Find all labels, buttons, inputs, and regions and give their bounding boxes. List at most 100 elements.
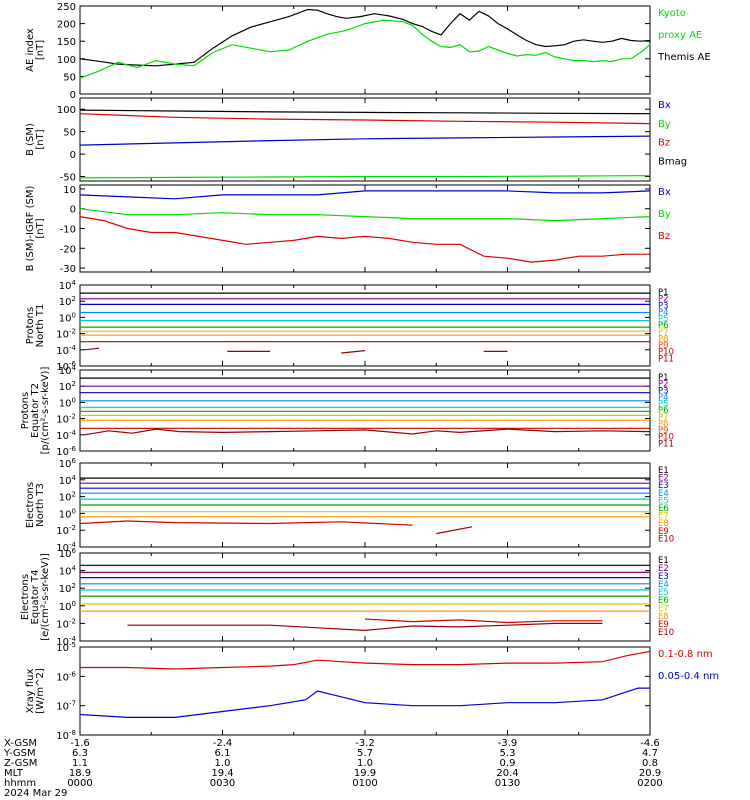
y-axis-label: Protons	[20, 392, 31, 429]
ephemeris-value: 1.0	[357, 758, 373, 769]
y-tick-label: 102	[59, 582, 76, 595]
y-axis-label: [p/(cm²-s-sr-keV)]	[40, 367, 51, 455]
y-tick-label: 106	[59, 547, 77, 560]
y-tick-label: 50	[63, 72, 76, 83]
y-tick-label: 104	[59, 279, 77, 292]
legend-entry: P1	[658, 373, 669, 383]
legend-entry: E2	[658, 564, 669, 574]
legend-entry: E1	[658, 556, 669, 566]
y-axis-label: North T1	[35, 304, 46, 348]
legend-entry: E1	[658, 466, 669, 476]
ephemeris-value: 0.9	[500, 758, 516, 769]
y-axis-label: Xray flux	[25, 669, 36, 714]
ephemeris-row-label: hhmm	[4, 778, 36, 789]
y-axis-label: Protons	[25, 307, 36, 344]
y-tick-label: 106	[59, 457, 77, 470]
panel-pn: 104 102 100 10-2 10-4 10-6 Protons North T1 P1P2…	[25, 279, 674, 373]
series-line-0-05-0-4-nm	[79, 687, 650, 719]
legend-entry: P6	[658, 321, 669, 331]
legend-entry: E10	[658, 534, 674, 544]
legend-entry: Bmag	[658, 156, 687, 167]
y-tick-label: 10-4	[56, 344, 76, 357]
ephemeris-value: -4.6	[640, 738, 660, 749]
y-tick-label: 10-2	[56, 524, 76, 537]
panel-ee: 106 104 102 100 10-2 10-4 Electrons Equator T4[…	[20, 547, 674, 648]
y-tick-label: 100	[59, 507, 76, 520]
panel-en: 106 104 102 100 10-2 10-4 Electrons North T3 E1 E…	[25, 457, 674, 554]
y-axis-label: [nT]	[35, 218, 46, 238]
legend-entry: P4	[658, 308, 669, 318]
ephemeris-value: 4.7	[642, 748, 658, 759]
date-label: 2024 Mar 29	[4, 788, 67, 799]
legend-entry: P9	[658, 341, 669, 351]
ephemeris-value: -3.2	[355, 738, 375, 749]
y-tick-label: -10	[60, 225, 76, 236]
y-tick-label: 100	[59, 396, 76, 409]
series-line-by	[79, 208, 651, 222]
legend-entry: P11	[658, 439, 674, 449]
y-tick-label: 10-4	[56, 541, 76, 554]
y-tick-label: 10	[63, 185, 76, 196]
legend-entry: P8	[658, 419, 669, 429]
legend-entry: E4	[658, 489, 669, 499]
y-tick-label: 0	[70, 205, 76, 216]
legend-entry: P7	[658, 328, 669, 338]
series-line-kyoto-proxy-ae	[79, 19, 651, 79]
series-line-e9	[364, 618, 603, 624]
series-line-themis-ae	[79, 8, 651, 67]
legend-entry: P3	[658, 301, 669, 311]
legend-entry: P11	[658, 354, 674, 364]
ephemeris-value: 6.3	[72, 748, 88, 759]
series-line-e10	[127, 622, 603, 632]
ephemeris-value: 0130	[495, 778, 520, 789]
legend-entry: 0.1-0.8 nm	[658, 649, 713, 660]
y-tick-label: -50	[60, 173, 76, 184]
legend-entry: P4	[658, 393, 669, 403]
plot-frame	[79, 646, 651, 736]
ephemeris-value: 19.4	[211, 768, 233, 779]
y-tick-label: 10-4	[56, 635, 76, 648]
series-line-p10c	[341, 350, 366, 354]
ephemeris-value: -2.4	[213, 738, 233, 749]
legend-entry: E10	[658, 628, 674, 638]
legend-entry: E3	[658, 572, 669, 582]
y-tick-label: 100	[59, 311, 76, 324]
ephemeris-row-label: Z-GSM	[4, 758, 37, 769]
ephemeris-value: 18.9	[69, 768, 91, 779]
ephemeris-value: 5.7	[357, 748, 373, 759]
y-tick-label: 102	[59, 380, 76, 393]
panel-b: -50 0 50 100 B (SM) [nT] Bx By Bz Bmag	[25, 97, 687, 184]
series-line-0-1-0-8-nm	[80, 650, 651, 670]
ephemeris-value: 1.1	[72, 758, 88, 769]
panel-ae: 0 50 100 150 200 250 AE index [nT] Kyoto proxy AE…	[25, 2, 711, 101]
y-tick-label: 0	[70, 150, 76, 161]
y-tick-label: 102	[59, 491, 76, 504]
y-tick-label: 10-6	[56, 445, 76, 458]
y-axis-label: Electrons	[25, 482, 36, 528]
ephemeris-value: 1.0	[215, 758, 231, 769]
ephemeris-row-label: Y-GSM	[3, 748, 36, 759]
legend-entry: E5	[658, 496, 669, 506]
ephemeris-value: 6.1	[215, 748, 231, 759]
y-tick-label: 10-2	[56, 413, 76, 426]
plot-frame	[79, 5, 651, 95]
legend-entry: P3	[658, 386, 669, 396]
y-tick-label: 100	[57, 55, 76, 66]
series-line-p10	[84, 428, 651, 436]
y-tick-label: 104	[59, 474, 77, 487]
y-axis-label: [e/(cm²-s-sr-keV)]	[40, 553, 51, 641]
legend-entry: E3	[658, 481, 669, 491]
legend-entry: P9	[658, 426, 669, 436]
y-axis-label: North T3	[35, 483, 46, 527]
ephemeris-value: 0000	[67, 778, 92, 789]
ephemeris-value: 20.9	[639, 768, 661, 779]
y-tick-label: 10-8	[56, 729, 76, 742]
legend-entry: P2	[658, 295, 669, 305]
y-tick-label: 100	[59, 600, 76, 613]
legend-entry: E5	[658, 588, 669, 598]
series-line-bz	[79, 216, 650, 263]
legend-entry: P6	[658, 406, 669, 416]
legend-entry: P5	[658, 315, 669, 325]
y-axis-label: B (SM)	[25, 123, 36, 156]
